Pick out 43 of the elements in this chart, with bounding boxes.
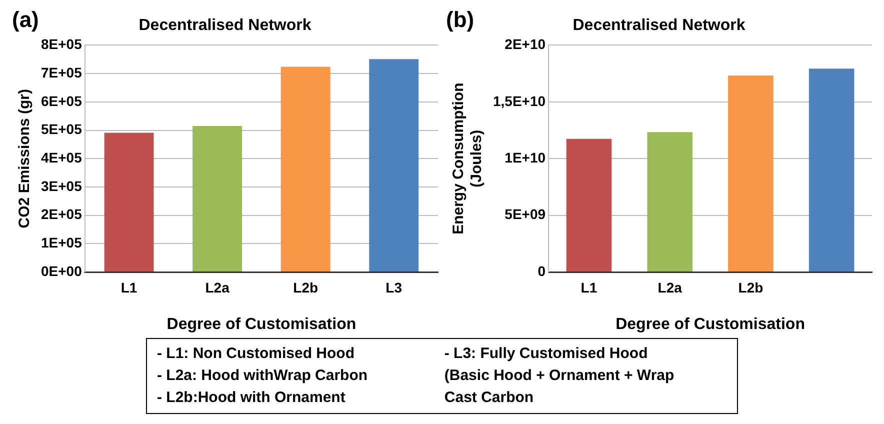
text: Cast Carbon: [444, 388, 535, 408]
y-tick-label: 4E+05: [40, 149, 82, 166]
y-axis-title: CO2 Emissions (gr): [16, 89, 34, 228]
y-tick-label: 3E+05: [40, 178, 82, 194]
y-tick-label: 1E+10: [504, 149, 546, 166]
bar: [566, 138, 612, 272]
y-tick-label: 0E+00: [40, 262, 82, 279]
chart-title: Decentralised Network: [138, 17, 312, 34]
bar: [728, 75, 774, 272]
y-tick-label: 2E+05: [40, 206, 82, 222]
y-tick-label: 1,5E+10: [492, 92, 546, 109]
y-tick-label: 5E+09: [504, 206, 546, 222]
y-tick-label: 1E+05: [40, 234, 82, 251]
bar: [808, 68, 854, 272]
y-tick-label: 6E+05: [40, 92, 82, 109]
bar: [647, 132, 692, 272]
text: - L3: Fully Customised Hood: [444, 344, 649, 364]
text: - L2b:Hood with Ornament: [157, 388, 346, 408]
y-axis-title: Energy Consumption (Joules): [450, 82, 486, 234]
y-tick-label: 0: [538, 262, 546, 279]
x-tick-label: L2b: [293, 279, 318, 296]
x-tick-label: L2a: [658, 279, 682, 296]
y-tick-label: 5E+05: [40, 121, 82, 138]
x-tick-label: L1: [120, 279, 138, 296]
bar: [369, 59, 419, 272]
bar: [280, 66, 330, 272]
x-axis-title: Degree of Customisation: [166, 316, 356, 333]
text: - L2a: Hood withWrap Carbon: [157, 366, 369, 386]
text: - L1: Non Customised Hood: [157, 344, 356, 364]
text: (a): [12, 7, 39, 32]
x-tick-label: L3: [386, 279, 402, 296]
text: (Basic Hood + Ornament + Wrap: [444, 366, 676, 386]
chart-title: Decentralised Network: [572, 17, 746, 34]
y-tick-label: 2E+10: [504, 36, 546, 52]
bar: [192, 126, 242, 272]
x-axis-title: Degree of Customisation: [616, 316, 805, 333]
y-tick-label: 7E+05: [40, 64, 82, 80]
x-tick-label: L2b: [738, 279, 764, 296]
bar: [104, 132, 154, 272]
x-tick-label: L1: [580, 279, 598, 296]
x-tick-label: L2a: [205, 279, 230, 296]
text: (b): [446, 7, 474, 32]
y-tick-label: 8E+05: [40, 36, 82, 52]
